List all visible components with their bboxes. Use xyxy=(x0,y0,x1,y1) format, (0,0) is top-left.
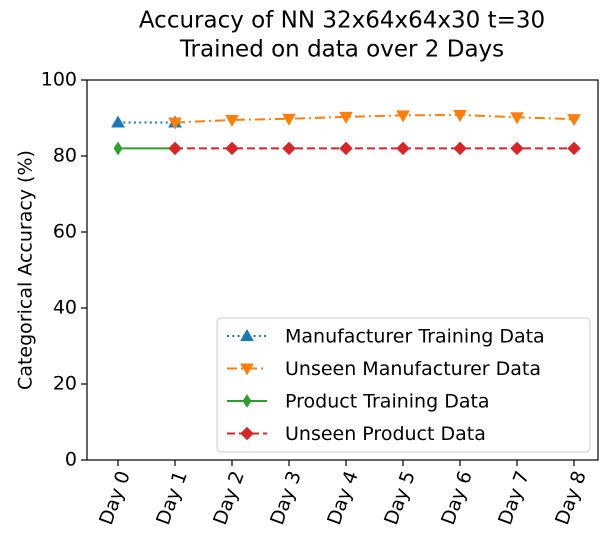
marker xyxy=(453,141,467,156)
x-tick-label: Day 4 xyxy=(323,468,363,528)
y-tick-label: 40 xyxy=(53,297,77,319)
marker xyxy=(396,141,410,156)
marker xyxy=(567,141,581,156)
series-line xyxy=(174,113,575,124)
plot-frame xyxy=(86,79,599,461)
y-tick-label: 20 xyxy=(53,373,77,395)
x-tick-label: Day 5 xyxy=(380,468,420,528)
y-tick-label: 80 xyxy=(53,145,77,167)
x-tick-label: Day 2 xyxy=(209,468,249,528)
marker xyxy=(396,110,410,123)
marker xyxy=(242,394,252,408)
x-tick-label: Day 0 xyxy=(95,468,135,528)
legend-label: Unseen Product Data xyxy=(285,423,486,445)
marker xyxy=(282,113,296,126)
y-tick-label: 60 xyxy=(53,221,77,243)
marker xyxy=(111,115,125,128)
marker xyxy=(168,117,182,130)
marker xyxy=(225,141,239,156)
marker xyxy=(510,112,524,125)
marker xyxy=(240,363,254,376)
legend-label: Unseen Manufacturer Data xyxy=(285,358,541,380)
chart-title: Accuracy of NN 32x64x64x30 t=30 xyxy=(139,8,545,34)
chart-title: Trained on data over 2 Days xyxy=(179,37,504,63)
x-tick-label: Day 6 xyxy=(437,468,477,528)
marker xyxy=(240,426,254,441)
y-tick-label: 100 xyxy=(41,69,77,91)
marker xyxy=(282,141,296,156)
marker xyxy=(225,114,239,127)
y-tick-label: 0 xyxy=(65,449,77,471)
legend-label: Manufacturer Training Data xyxy=(285,326,545,348)
marker xyxy=(113,141,123,156)
x-tick-label: Day 3 xyxy=(266,468,306,528)
y-axis-label: Categorical Accuracy (%) xyxy=(15,150,37,390)
marker xyxy=(567,114,581,127)
marker xyxy=(453,109,467,122)
legend-label: Product Training Data xyxy=(285,391,490,413)
x-tick-label: Day 1 xyxy=(152,468,192,528)
x-tick-label: Day 8 xyxy=(551,468,591,528)
marker xyxy=(510,141,524,156)
marker xyxy=(168,141,182,156)
marker xyxy=(339,111,353,124)
marker xyxy=(240,328,254,341)
marker xyxy=(339,141,353,156)
legend-box xyxy=(216,317,591,453)
x-tick-label: Day 7 xyxy=(494,468,534,528)
